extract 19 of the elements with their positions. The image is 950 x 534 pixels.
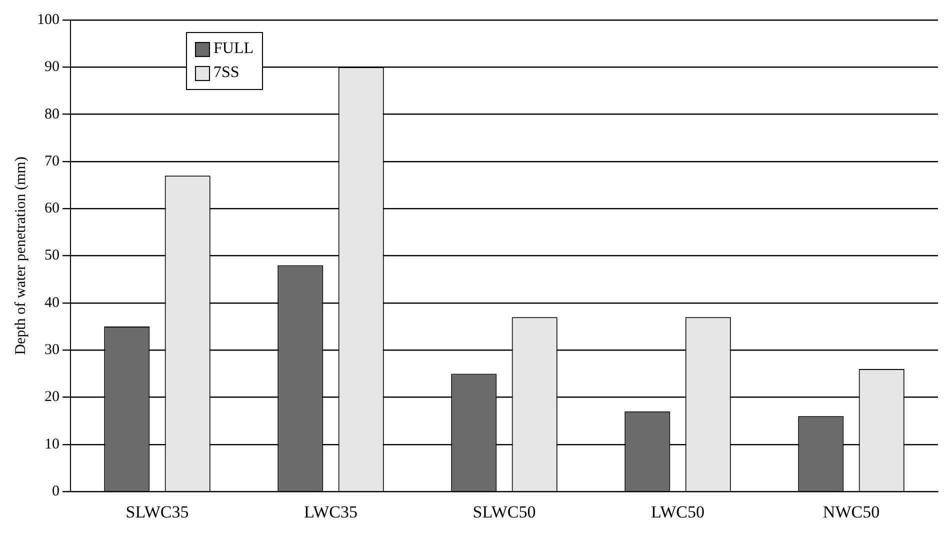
y-tick-label: 60 — [44, 200, 60, 217]
x-tick-label: NWC50 — [822, 502, 880, 522]
y-tick-label: 10 — [44, 436, 60, 452]
y-tick-label: 40 — [44, 294, 60, 311]
y-axis-title: Depth of water penetration (mm) — [12, 156, 29, 355]
y-tick-label: 0 — [52, 484, 60, 500]
y-tick-label: 20 — [44, 389, 60, 406]
x-tick-label: LWC50 — [650, 502, 705, 522]
x-tick-label: SLWC50 — [472, 502, 536, 522]
y-tick-label: 30 — [44, 342, 60, 358]
y-tick-label: 70 — [44, 153, 60, 170]
y-tick-label: 80 — [44, 106, 60, 122]
legend-label: FULL — [214, 39, 254, 59]
x-tick-label: SLWC35 — [126, 502, 189, 522]
y-tick-label: 50 — [44, 248, 60, 264]
legend-label: 7SS — [214, 63, 240, 83]
y-tick-label: 100 — [37, 12, 60, 28]
x-tick-label: LWC35 — [304, 502, 358, 522]
y-tick-label: 90 — [44, 59, 60, 76]
